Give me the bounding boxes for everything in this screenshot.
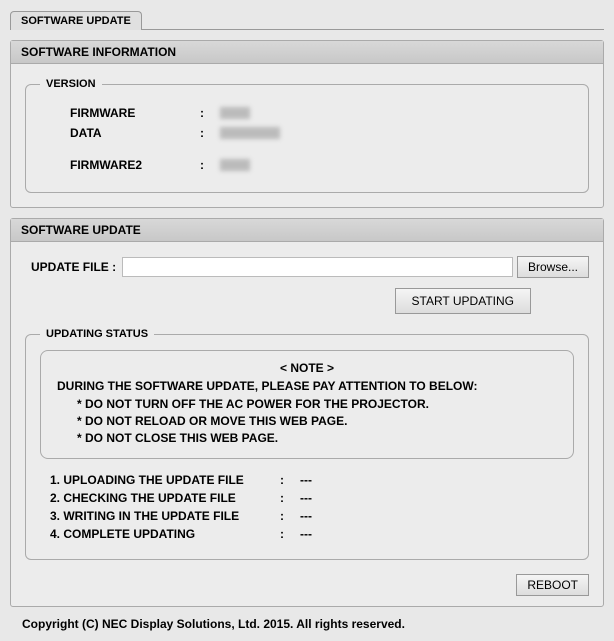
status-colon: : <box>280 473 300 487</box>
browse-button[interactable]: Browse... <box>517 256 589 278</box>
tab-software-update[interactable]: SOFTWARE UPDATE <box>10 11 142 30</box>
updating-status-legend: UPDATING STATUS <box>40 328 154 340</box>
version-colon: : <box>200 126 220 140</box>
status-step-label: 1. UPLOADING THE UPDATE FILE <box>50 473 280 487</box>
version-value-blurred <box>220 127 280 139</box>
status-step-value: --- <box>300 527 312 541</box>
panel-title-update: SOFTWARE UPDATE <box>11 219 603 242</box>
note-title: < NOTE > <box>57 361 557 375</box>
status-row: 3. WRITING IN THE UPDATE FILE:--- <box>40 509 574 523</box>
update-file-input[interactable] <box>122 257 513 277</box>
status-colon: : <box>280 527 300 541</box>
status-step-label: 2. CHECKING THE UPDATE FILE <box>50 491 280 505</box>
status-colon: : <box>280 509 300 523</box>
updating-status-fieldset: UPDATING STATUS < NOTE > DURING THE SOFT… <box>25 328 589 560</box>
version-label: DATA <box>40 126 200 140</box>
status-row: 4. COMPLETE UPDATING:--- <box>40 527 574 541</box>
status-row: 1. UPLOADING THE UPDATE FILE:--- <box>40 473 574 487</box>
status-step-value: --- <box>300 473 312 487</box>
panel-title-info: SOFTWARE INFORMATION <box>11 41 603 64</box>
note-item: * DO NOT TURN OFF THE AC POWER FOR THE P… <box>57 397 557 411</box>
version-fieldset: VERSION FIRMWARE:DATA:FIRMWARE2: <box>25 78 589 193</box>
status-step-label: 3. WRITING IN THE UPDATE FILE <box>50 509 280 523</box>
status-step-value: --- <box>300 491 312 505</box>
version-value-blurred <box>220 159 250 171</box>
note-box: < NOTE > DURING THE SOFTWARE UPDATE, PLE… <box>40 350 574 459</box>
status-row: 2. CHECKING THE UPDATE FILE:--- <box>40 491 574 505</box>
note-item: * DO NOT RELOAD OR MOVE THIS WEB PAGE. <box>57 414 557 428</box>
version-colon: : <box>200 158 220 172</box>
reboot-button[interactable]: REBOOT <box>516 574 589 596</box>
version-legend: VERSION <box>40 78 102 90</box>
status-colon: : <box>280 491 300 505</box>
status-step-value: --- <box>300 509 312 523</box>
version-label: FIRMWARE2 <box>40 158 200 172</box>
start-updating-button[interactable]: START UPDATING <box>395 288 531 314</box>
version-row: FIRMWARE: <box>40 106 574 120</box>
version-value-blurred <box>220 107 250 119</box>
software-update-panel: SOFTWARE UPDATE UPDATE FILE : Browse... … <box>10 218 604 607</box>
note-main: DURING THE SOFTWARE UPDATE, PLEASE PAY A… <box>57 379 557 393</box>
status-step-label: 4. COMPLETE UPDATING <box>50 527 280 541</box>
version-colon: : <box>200 106 220 120</box>
software-information-panel: SOFTWARE INFORMATION VERSION FIRMWARE:DA… <box>10 40 604 208</box>
version-label: FIRMWARE <box>40 106 200 120</box>
version-row: DATA: <box>40 126 574 140</box>
note-item: * DO NOT CLOSE THIS WEB PAGE. <box>57 431 557 445</box>
version-row: FIRMWARE2: <box>40 158 574 172</box>
update-file-label: UPDATE FILE : <box>25 260 116 274</box>
copyright-text: Copyright (C) NEC Display Solutions, Ltd… <box>10 617 604 631</box>
